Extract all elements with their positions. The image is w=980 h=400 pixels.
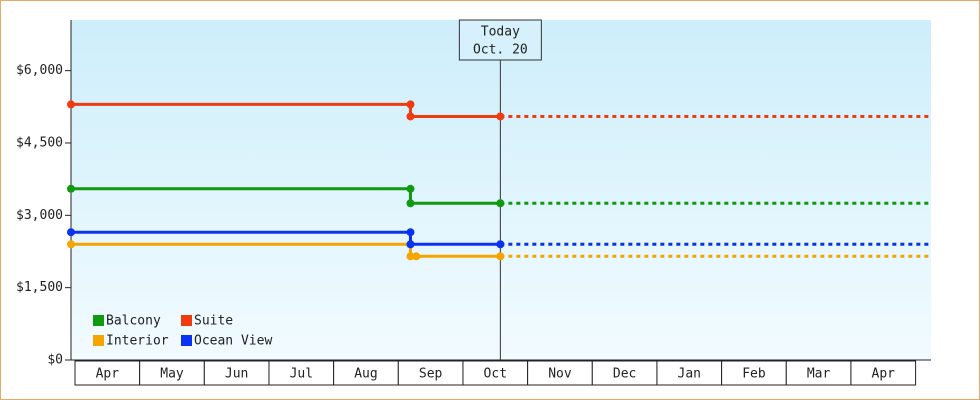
x-tick-cell xyxy=(203,360,270,386)
data-point xyxy=(406,252,415,261)
data-point xyxy=(496,112,505,121)
y-tick-label: $1,500 xyxy=(16,280,63,295)
x-tick-label: Aug xyxy=(354,367,377,382)
x-tick-label: Jan xyxy=(678,367,701,382)
series-line xyxy=(71,230,501,246)
x-tick-label: Mar xyxy=(807,367,831,382)
x-tick-cell xyxy=(462,360,529,386)
x-tick-label: May xyxy=(160,367,184,382)
x-tick-label: Jun xyxy=(225,367,248,382)
data-point xyxy=(67,240,75,249)
x-tick-label: Oct xyxy=(484,367,507,382)
legend-swatch xyxy=(181,335,192,346)
data-point xyxy=(406,228,415,237)
legend-label: Balcony xyxy=(106,314,161,329)
x-tick-cell xyxy=(591,360,658,386)
data-point xyxy=(406,199,415,208)
x-tick-cell xyxy=(397,360,464,386)
data-point xyxy=(406,240,415,249)
x-tick-cell xyxy=(850,360,917,386)
y-tick-label: $4,500 xyxy=(16,135,63,150)
x-tick-label: Sep xyxy=(419,367,443,382)
y-tick-label: $6,000 xyxy=(16,63,63,78)
data-point xyxy=(406,112,415,121)
legend-label: Suite xyxy=(194,314,233,329)
today-box xyxy=(458,19,542,61)
series-line xyxy=(71,102,501,118)
data-point xyxy=(496,199,505,208)
data-point xyxy=(67,228,75,237)
y-tick-label: $0 xyxy=(47,353,63,368)
legend-swatch xyxy=(181,315,192,326)
x-tick-label: Apr xyxy=(872,367,896,382)
data-point xyxy=(496,252,505,261)
x-tick-cell xyxy=(527,360,593,386)
x-tick-cell xyxy=(656,360,723,386)
series-line xyxy=(71,187,501,205)
x-tick-cell xyxy=(139,360,205,386)
x-tick-label: Feb xyxy=(742,367,766,382)
x-tick-label: Jul xyxy=(290,367,313,382)
today-label: Oct. 20 xyxy=(473,43,528,58)
data-point xyxy=(496,240,505,249)
today-label: Today xyxy=(481,25,520,40)
x-tick-cell xyxy=(785,360,852,386)
x-tick-cell xyxy=(74,360,141,386)
x-tick-cell xyxy=(268,360,335,386)
legend-label: Interior xyxy=(106,334,169,349)
data-point xyxy=(67,184,75,193)
legend-swatch xyxy=(93,335,104,346)
data-point xyxy=(67,100,75,109)
data-point xyxy=(412,252,421,261)
x-tick-label: Apr xyxy=(96,367,120,382)
data-point xyxy=(406,100,415,109)
legend-swatch xyxy=(93,315,104,326)
legend-label: Ocean View xyxy=(194,334,272,349)
data-point xyxy=(406,184,415,193)
y-tick-label: $3,000 xyxy=(16,208,63,223)
x-tick-label: Nov xyxy=(548,367,572,382)
x-tick-label: Dec xyxy=(613,367,636,382)
x-tick-cell xyxy=(333,360,399,386)
